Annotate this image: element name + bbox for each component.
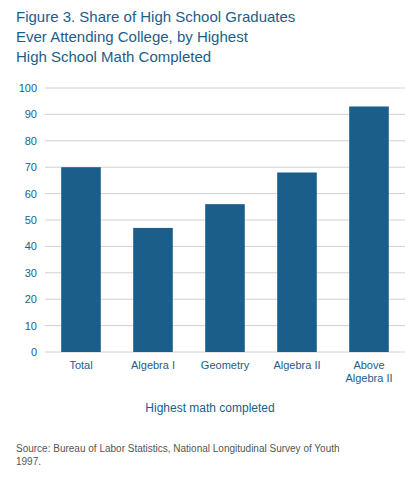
y-tick-label: 0 <box>31 346 37 358</box>
chart-svg: Figure 3. Share of High School Graduates… <box>0 0 420 480</box>
x-tick-label: Algebra II <box>273 359 320 371</box>
y-tick-label: 30 <box>25 267 37 279</box>
bar <box>61 167 101 352</box>
y-tick-label: 70 <box>25 161 37 173</box>
y-tick-label: 50 <box>25 214 37 226</box>
source: Source: Bureau of Labor Statistics, Nati… <box>16 443 340 467</box>
bars <box>61 106 389 352</box>
x-axis-label: Highest math completed <box>145 401 274 415</box>
x-tick-label: Geometry <box>201 359 250 371</box>
y-tick-label: 20 <box>25 293 37 305</box>
x-tick-label: Algebra I <box>131 359 175 371</box>
y-tick-label: 40 <box>25 240 37 252</box>
title: Figure 3. Share of High School Graduates… <box>16 8 295 65</box>
y-tick-label: 90 <box>25 108 37 120</box>
bar <box>205 204 245 352</box>
x-tick-label: Total <box>69 359 92 371</box>
y-tick-label: 100 <box>19 82 37 94</box>
y-tick-label: 80 <box>25 135 37 147</box>
chart-container: Figure 3. Share of High School Graduates… <box>0 0 420 480</box>
grid <box>45 88 405 352</box>
bar <box>133 228 173 352</box>
y-tick-label: 10 <box>25 320 37 332</box>
y-tick-label: 60 <box>25 188 37 200</box>
x-tick-label: AboveAlgebra II <box>345 359 392 384</box>
bar <box>277 172 317 352</box>
grid-line <box>45 88 405 89</box>
bar <box>349 106 389 352</box>
